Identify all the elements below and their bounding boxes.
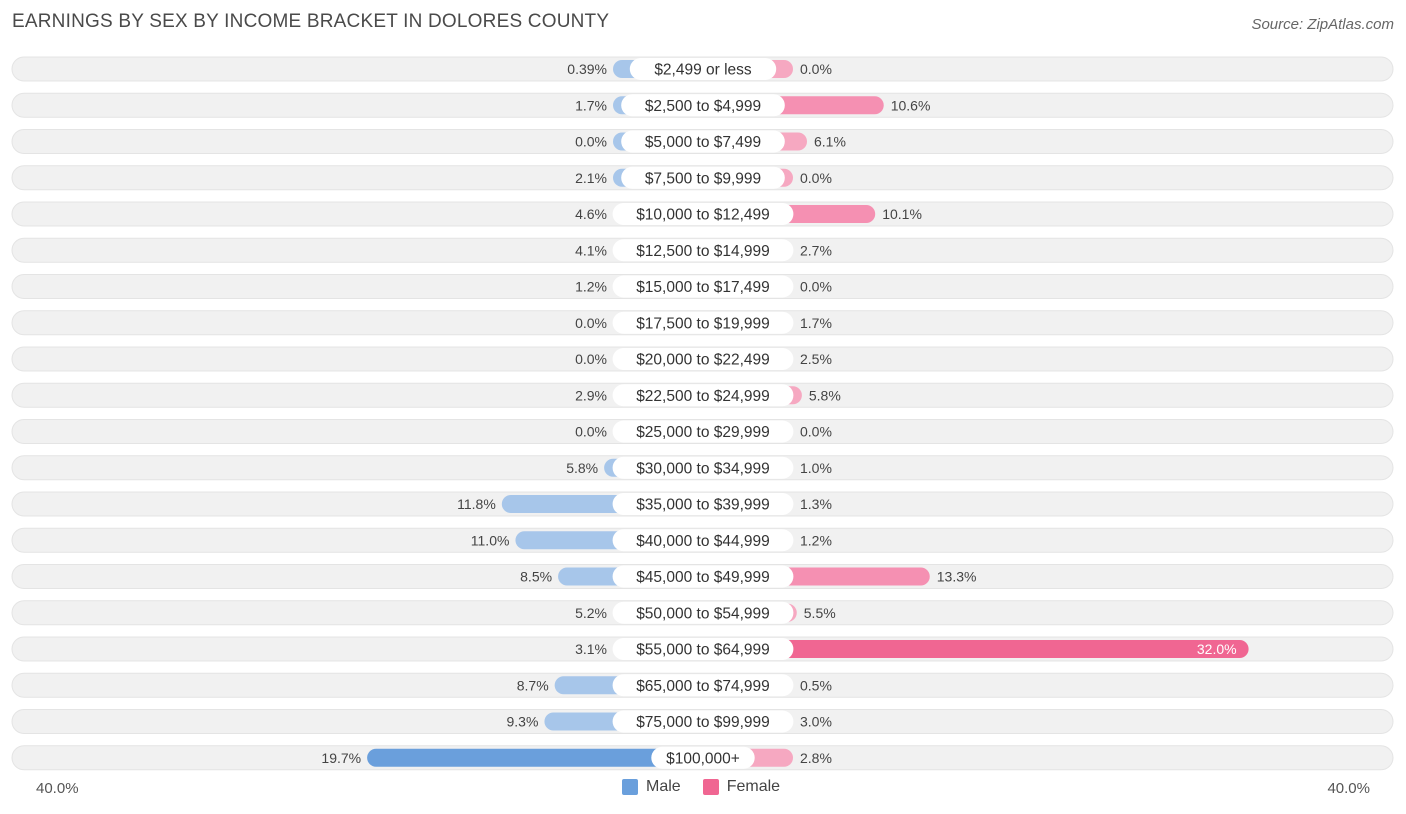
male-bar <box>367 748 703 767</box>
category-label: $2,499 or less <box>654 62 752 79</box>
male-value-label: 11.8% <box>457 496 496 512</box>
category-label: $5,000 to $7,499 <box>645 134 761 151</box>
female-value-label: 32.0% <box>1197 641 1237 657</box>
legend-swatch-female <box>702 779 719 795</box>
category-pill <box>612 348 794 370</box>
category-label: $10,000 to $12,499 <box>636 207 770 224</box>
legend: Male Female <box>622 778 802 796</box>
legend-label-male: Male <box>646 778 681 795</box>
female-value-label: 2.5% <box>800 351 832 367</box>
male-value-label: 8.5% <box>520 569 552 585</box>
chart-title: EARNINGS BY SEX BY INCOME BRACKET IN DOL… <box>12 11 610 32</box>
category-pill <box>612 601 794 624</box>
category-pill <box>651 746 755 769</box>
male-value-label: 4.1% <box>575 242 607 258</box>
female-value-label: 2.8% <box>800 750 832 766</box>
female-value-label: 5.8% <box>809 387 841 403</box>
category-label: $100,000+ <box>666 750 740 767</box>
category-label: $65,000 to $74,999 <box>636 678 770 695</box>
category-pill <box>612 311 794 334</box>
category-pill <box>612 203 794 225</box>
male-value-label: 0.0% <box>575 315 607 331</box>
category-label: $45,000 to $49,999 <box>636 569 770 586</box>
female-value-label: 1.0% <box>800 460 832 476</box>
category-pill <box>612 239 794 262</box>
category-pill <box>621 94 785 117</box>
category-pill <box>612 674 794 697</box>
category-label: $7,500 to $9,999 <box>645 170 761 187</box>
female-value-label: 0.0% <box>800 424 832 440</box>
category-label: $17,500 to $19,999 <box>636 315 770 332</box>
category-label: $75,000 to $99,999 <box>636 714 770 731</box>
legend-item-female[interactable]: Female <box>702 778 781 796</box>
category-label: $2,500 to $4,999 <box>645 98 761 115</box>
female-value-label: 0.5% <box>800 677 832 693</box>
female-value-label: 13.3% <box>937 569 977 585</box>
female-value-label: 1.7% <box>800 315 832 331</box>
category-pill <box>612 493 794 515</box>
male-value-label: 2.9% <box>575 387 607 403</box>
male-value-label: 0.0% <box>575 351 607 367</box>
category-label: $15,000 to $17,499 <box>636 279 770 296</box>
category-label: $50,000 to $54,999 <box>636 605 770 622</box>
category-label: $22,500 to $24,999 <box>636 388 770 405</box>
category-pill <box>612 638 794 660</box>
male-value-label: 5.2% <box>575 605 607 621</box>
female-value-label: 1.2% <box>800 532 832 548</box>
female-bar <box>703 640 1249 658</box>
legend-swatch-male <box>622 779 638 795</box>
male-value-label: 4.6% <box>575 206 607 222</box>
category-label: $55,000 to $64,999 <box>636 642 770 659</box>
category-pill <box>629 58 777 80</box>
male-value-label: 0.0% <box>575 424 607 440</box>
category-pill <box>612 275 794 298</box>
category-label: $40,000 to $44,999 <box>636 533 770 550</box>
category-pill <box>621 130 785 153</box>
category-pill <box>612 456 794 479</box>
category-label: $12,500 to $14,999 <box>636 243 770 260</box>
male-value-label: 3.1% <box>575 641 607 657</box>
female-value-label: 6.1% <box>814 134 846 150</box>
male-value-label: 19.7% <box>321 750 361 766</box>
category-pill <box>612 565 794 588</box>
source-credit: Source: ZipAtlas.com <box>1251 16 1394 33</box>
male-value-label: 1.7% <box>575 97 607 113</box>
male-value-label: 8.7% <box>517 677 549 693</box>
category-pill <box>612 420 794 443</box>
female-value-label: 10.6% <box>891 97 931 113</box>
female-value-label: 10.1% <box>882 206 922 222</box>
category-label: $35,000 to $39,999 <box>636 497 770 514</box>
female-value-label: 0.0% <box>800 279 832 295</box>
female-value-label: 2.7% <box>800 242 832 258</box>
category-pill <box>612 710 794 733</box>
female-value-label: 1.3% <box>800 496 832 512</box>
male-value-label: 0.39% <box>567 61 607 77</box>
category-pill <box>621 166 785 189</box>
axis-label-left: 40.0% <box>36 780 79 797</box>
male-value-label: 0.0% <box>575 134 607 150</box>
female-value-label: 0.0% <box>800 61 832 77</box>
legend-item-male[interactable]: Male <box>622 778 681 796</box>
male-value-label: 11.0% <box>471 532 510 548</box>
female-value-label: 3.0% <box>800 714 832 730</box>
male-value-label: 1.2% <box>575 279 607 295</box>
category-label: $30,000 to $34,999 <box>636 460 770 477</box>
male-value-label: 9.3% <box>507 714 539 730</box>
male-value-label: 2.1% <box>575 170 607 186</box>
axis-label-right: 40.0% <box>1327 780 1370 797</box>
female-value-label: 0.0% <box>800 170 832 186</box>
female-value-label: 5.5% <box>804 605 836 621</box>
category-pill <box>612 384 794 407</box>
category-label: $20,000 to $22,499 <box>636 352 770 369</box>
category-label: $25,000 to $29,999 <box>636 424 770 441</box>
category-pill <box>612 529 794 552</box>
male-value-label: 5.8% <box>566 460 598 476</box>
legend-label-female: Female <box>726 778 781 795</box>
